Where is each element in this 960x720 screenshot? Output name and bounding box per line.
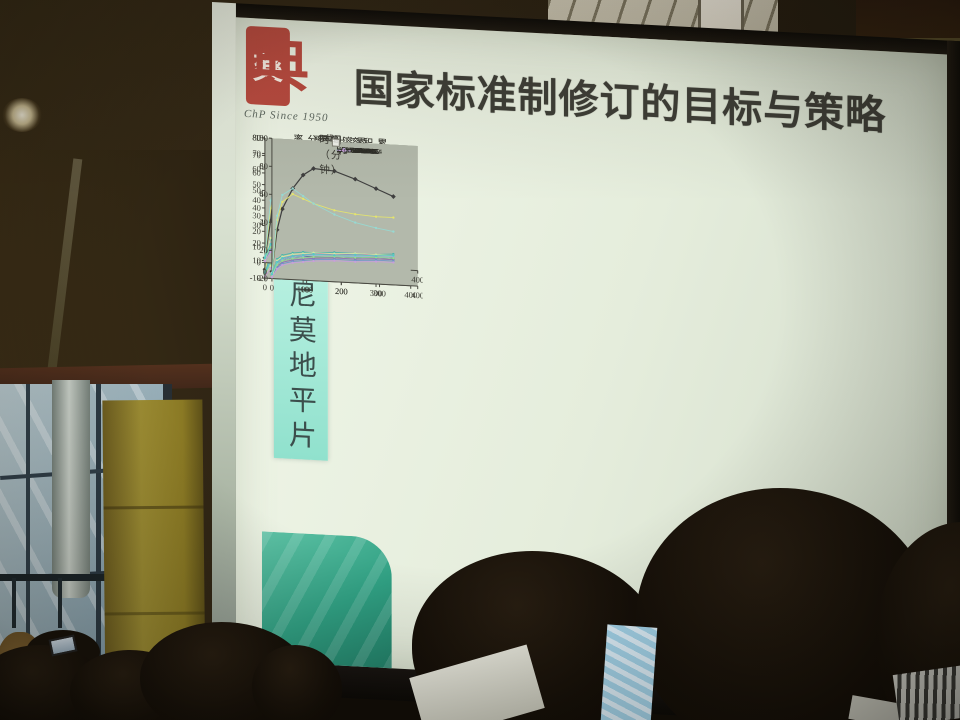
svg-text:100: 100 — [255, 132, 268, 143]
projection-screen: 藥 典 ChP Since 1950 国家标准制修订的目标与策略 尼莫地平片 水… — [212, 2, 960, 720]
svg-text:60: 60 — [252, 167, 260, 177]
svg-text:40: 40 — [252, 202, 260, 212]
window-mullion — [26, 384, 30, 720]
svg-text:80: 80 — [252, 132, 260, 142]
svg-text:100: 100 — [300, 284, 313, 295]
glass-railing — [0, 574, 170, 581]
svg-text:40: 40 — [252, 195, 260, 205]
blue-striped-bag — [600, 624, 658, 720]
svg-text:400: 400 — [411, 290, 422, 301]
pillar-seam — [103, 505, 204, 510]
svg-text:70: 70 — [252, 148, 260, 158]
svg-text:200: 200 — [335, 286, 348, 297]
svg-text:400: 400 — [411, 274, 422, 285]
pillar-seam — [104, 611, 205, 616]
svg-text:10: 10 — [252, 241, 260, 251]
railing-post — [12, 578, 16, 628]
left-wall — [0, 150, 218, 390]
round-column — [52, 380, 90, 598]
svg-text:200: 200 — [335, 286, 348, 297]
svg-text:0: 0 — [270, 282, 274, 292]
svg-text:80: 80 — [259, 161, 267, 171]
svg-text:30: 30 — [252, 220, 260, 230]
svg-text:0: 0 — [257, 273, 261, 283]
svg-text:400: 400 — [404, 289, 415, 300]
svg-text:0: 0 — [257, 257, 261, 267]
svg-text:20: 20 — [259, 217, 267, 227]
svg-text:0: 0 — [263, 266, 267, 276]
seal-right-glyph: 典 — [248, 29, 309, 100]
svg-text:30: 30 — [252, 210, 260, 220]
ceiling-light — [2, 98, 42, 132]
svg-text:-10: -10 — [250, 272, 261, 283]
svg-text:40: 40 — [259, 217, 267, 227]
slide: 藥 典 ChP Since 1950 国家标准制修订的目标与策略 尼莫地平片 水… — [235, 17, 947, 698]
svg-text:0: 0 — [263, 282, 267, 292]
svg-text:20: 20 — [252, 226, 260, 236]
window-mullion — [96, 384, 101, 720]
charts-panel: 水中溶出曲线累积溶出百分率010203040506070800100200300… — [250, 132, 947, 649]
svg-text:40: 40 — [259, 189, 267, 199]
chp-seal-logo: 藥 典 — [245, 25, 366, 116]
svg-text:80: 80 — [252, 132, 260, 142]
svg-text:10: 10 — [252, 255, 260, 265]
chart-cell: PH6.8缓冲液溶出曲线累积溶出百分率%20406080100010020030… — [255, 132, 416, 300]
audience-head — [252, 645, 342, 720]
svg-text:300: 300 — [370, 288, 383, 299]
slide-title: 国家标准制修订的目标与策略 — [353, 66, 887, 139]
svg-text:50: 50 — [252, 185, 260, 195]
svg-text:300: 300 — [373, 288, 386, 299]
railing-post — [58, 578, 62, 628]
svg-text:100: 100 — [297, 284, 310, 295]
svg-text:50: 50 — [252, 179, 260, 189]
svg-text:70: 70 — [252, 150, 260, 160]
svg-text:60: 60 — [259, 189, 267, 199]
striped-collar — [892, 665, 960, 720]
svg-text:60: 60 — [259, 161, 267, 171]
svg-text:60: 60 — [252, 163, 260, 173]
screen-frame-left — [212, 2, 236, 705]
svg-text:20: 20 — [259, 245, 267, 255]
svg-text:20: 20 — [252, 237, 260, 247]
